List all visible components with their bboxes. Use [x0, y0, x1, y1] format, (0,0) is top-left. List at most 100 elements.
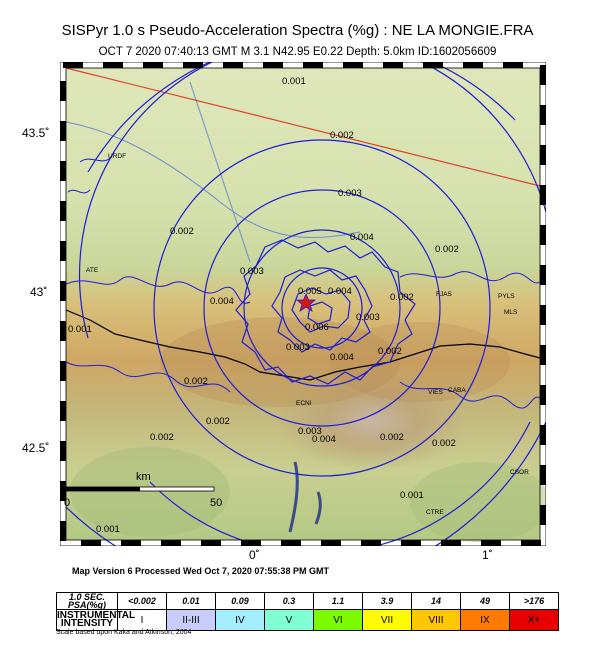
contour-label: 0.002 [435, 244, 459, 255]
intensity-header-line2: INTENSITY [60, 618, 114, 629]
contour-label: 0.001 [282, 76, 306, 87]
psa-value: 14 [411, 592, 461, 610]
contour-label: 0.002 [206, 416, 230, 427]
map-frame-dashes [60, 62, 546, 546]
station-label: CTRE [426, 509, 444, 516]
intensity-cell: VIII [411, 609, 461, 631]
station-label: PYLS [498, 293, 515, 300]
intensity-cell: I [117, 609, 167, 631]
intensity-legend: 1.0 SEC. PSA(%g) <0.002 0.01 0.09 0.3 1.… [56, 592, 559, 631]
intensity-row: INSTRUMENTAL INTENSITY I II-III IV V VI V… [56, 609, 559, 631]
contour-label: 0.004 [328, 286, 352, 297]
contour-label: 0.003 [298, 426, 322, 437]
contour-ring-0.004 [281, 267, 363, 349]
intensity-cell: VII [362, 609, 412, 631]
contour-ring-0.001-arc [87, 62, 516, 173]
contour-label: 0.005 [298, 286, 322, 297]
lat-label-43: 43˚ [30, 285, 48, 299]
contour-label: 0.003 [356, 312, 380, 323]
psa-value: 1.1 [313, 592, 363, 610]
terrain-relief [70, 447, 230, 537]
contour-noise [65, 361, 231, 393]
contour-label: 0.002 [170, 226, 194, 237]
place-labels: URDF PYLS MLS ECNI CABA CSOR CTRE FJAS V… [86, 153, 529, 516]
map-version-note: Map Version 6 Processed Wed Oct 7, 2020 … [72, 566, 329, 576]
lon-label-1: 1˚ [482, 548, 493, 562]
psa-value: 3.9 [362, 592, 412, 610]
event-details: OCT 7 2020 07:40:13 GMT M 3.1 N42.95 E0.… [98, 46, 497, 58]
scale-unit: km [136, 471, 151, 483]
contour-0.005-irregular [291, 287, 351, 333]
intensity-header-line1: INSTRUMENTAL [57, 610, 136, 621]
contour-ring-0.002 [153, 139, 491, 477]
contour-label: 0.002 [432, 438, 456, 449]
contour-label: 0.004 [210, 296, 234, 307]
contour-label: 0.002 [330, 130, 354, 141]
lon-label-0: 0˚ [249, 548, 260, 562]
contour-label: 0.003 [338, 188, 362, 199]
lat-label-43.5: 43.5˚ [22, 126, 50, 140]
psa-value: >176 [509, 592, 559, 610]
map-title: SISPyr 1.0 s Pseudo-Acceleration Spectra… [61, 22, 534, 39]
contour-label: 0.002 [380, 432, 404, 443]
epicenter-star[interactable] [295, 292, 317, 312]
scale-end: 50 [210, 497, 222, 509]
psa-value: 0.09 [215, 592, 265, 610]
psa-value: 0.01 [166, 592, 216, 610]
intensity-cell: II-III [166, 609, 216, 631]
scale-bar: km 0 50 [64, 471, 222, 509]
contour-noise [399, 271, 541, 284]
map-canvas: 0.001 0.002 0.003 0.004 0.002 0.002 0.00… [60, 62, 546, 546]
contour-0.003-irregular [235, 239, 416, 385]
station-label: MLS [504, 309, 518, 316]
intensity-map[interactable]: 0.001 0.002 0.003 0.004 0.002 0.002 0.00… [60, 62, 546, 546]
lat-label-42.5: 42.5˚ [22, 441, 50, 455]
intensity-cell: X+ [509, 609, 559, 631]
intensity-header: INSTRUMENTAL INTENSITY [56, 609, 135, 631]
scale-start: 0 [64, 497, 70, 509]
contour-labels: 0.001 0.002 0.003 0.004 0.002 0.002 0.00… [68, 76, 459, 535]
contour-label: 0.003 [240, 266, 264, 277]
psa-value: 0.3 [264, 592, 314, 610]
lake [288, 461, 299, 533]
station-label: CSOR [510, 469, 529, 476]
contour-ring-0.002-arc [149, 421, 531, 546]
contour-ring-0.004-outer [243, 229, 401, 387]
scale-attribution: Scale based upon Kaka and Atkinson, 2004 [56, 629, 192, 636]
contour-label: 0.001 [96, 524, 120, 535]
river [189, 81, 251, 263]
station-label: ATE [86, 267, 99, 274]
intensity-cell: IX [460, 609, 510, 631]
contour-0.006-irregular [307, 301, 333, 325]
contour-label: 0.001 [400, 490, 424, 501]
contour-label: 0.003 [286, 342, 310, 353]
contour-noise [399, 381, 541, 409]
contour-label: 0.004 [330, 352, 354, 363]
station-label: FJAS [436, 291, 453, 298]
contour-ring-0.002-arc [78, 62, 546, 339]
terrain-relief [330, 322, 510, 402]
contour-label: 0.001 [68, 324, 92, 335]
lake [314, 491, 322, 525]
contour-ring-0.001-arc [65, 421, 546, 546]
contour-label: 0.002 [184, 376, 208, 387]
national-border [65, 309, 541, 381]
map-frame-inner [65, 67, 541, 541]
contour-label: 0.004 [312, 434, 336, 445]
contour-label: 0.002 [390, 292, 414, 303]
station-label: CABA [448, 387, 466, 394]
contour-label: 0.006 [305, 322, 329, 333]
intensity-cell: IV [215, 609, 265, 631]
station-label: URDF [108, 153, 126, 160]
psa-value: <0.002 [117, 592, 167, 610]
station-label: ECNI [296, 400, 312, 407]
station-label: VIES [428, 389, 443, 396]
contour-label: 0.002 [378, 346, 402, 357]
intensity-cell: VI [313, 609, 363, 631]
contour-label: 0.002 [150, 432, 174, 443]
contour-noise [65, 276, 251, 304]
intensity-cell: V [264, 609, 314, 631]
contour-label: 0.004 [350, 232, 374, 243]
terrain-relief [410, 462, 546, 542]
psa-header: 1.0 SEC. PSA(%g) [56, 592, 118, 610]
